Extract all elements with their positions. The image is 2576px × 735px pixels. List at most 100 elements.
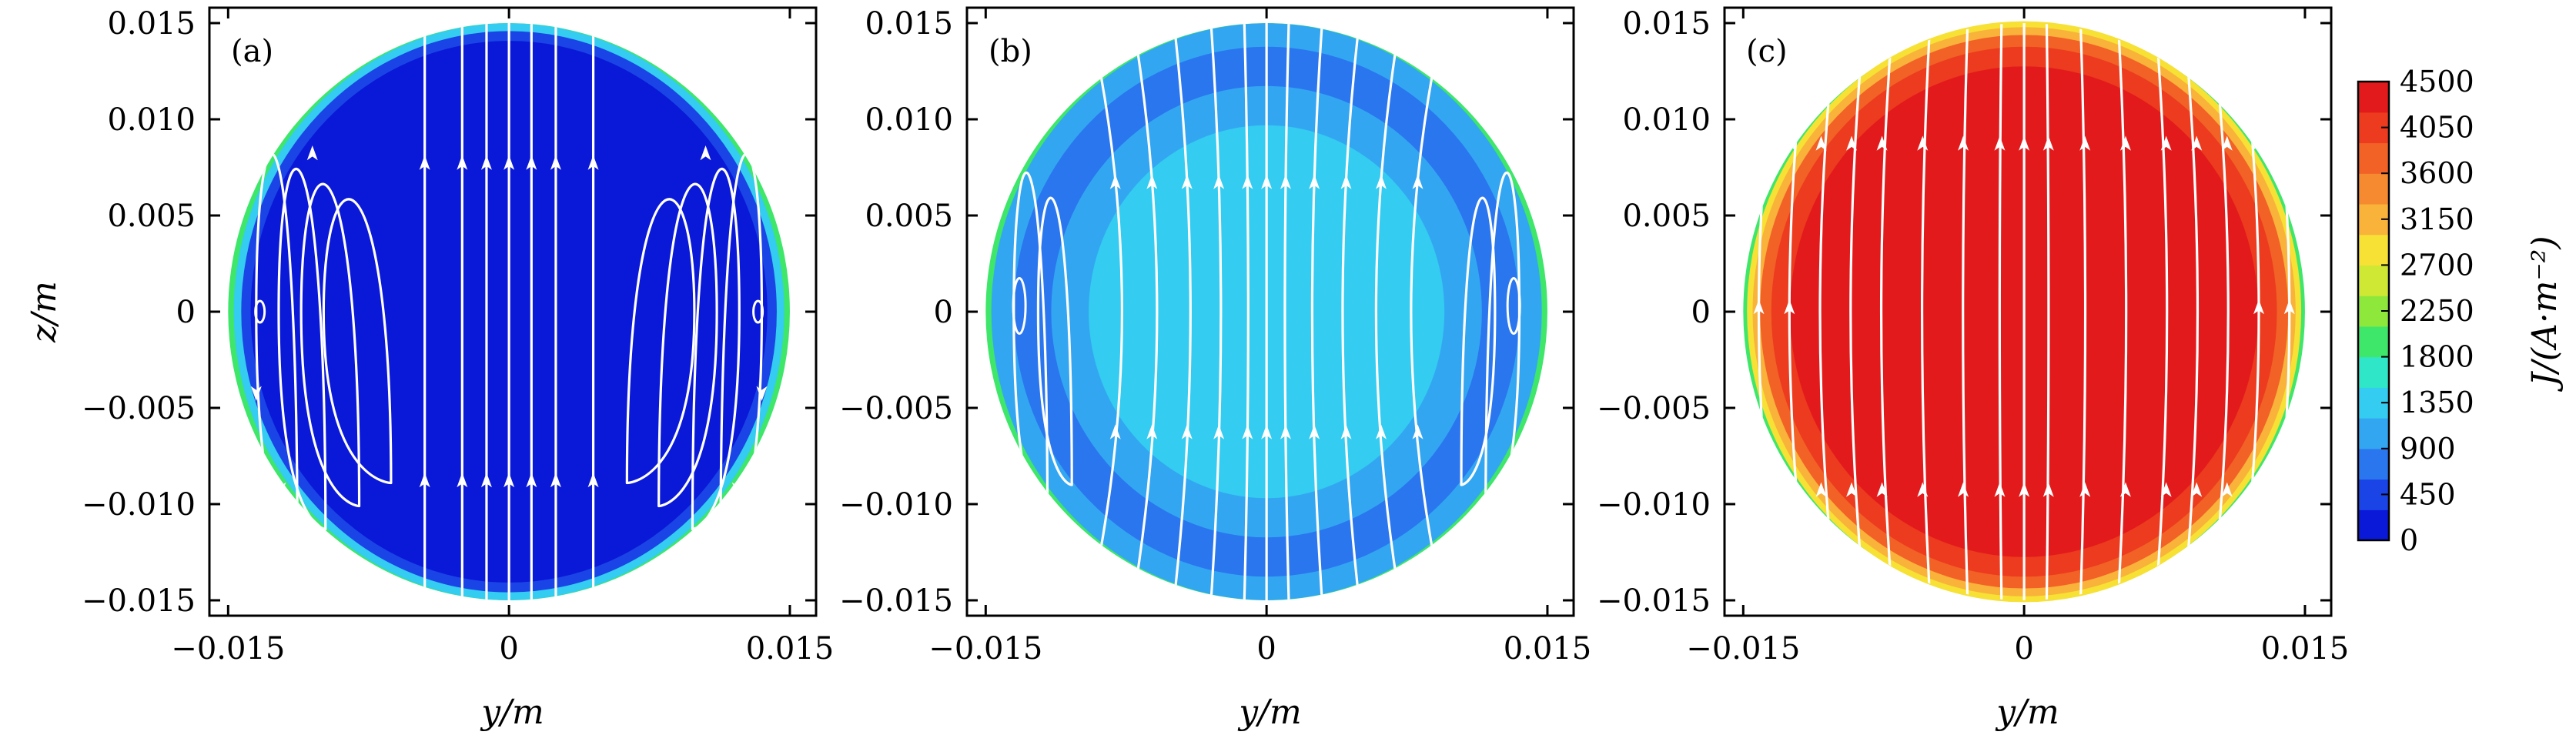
streamline-arrow xyxy=(2079,135,2091,151)
streamline-arrow xyxy=(1876,135,1888,151)
streamline-arrow xyxy=(2160,135,2172,151)
x-tick-label: 0 xyxy=(499,631,518,667)
streamline-arrow xyxy=(1242,174,1253,189)
streamline-arrow xyxy=(1213,424,1225,439)
streamline-arrow xyxy=(1261,174,1273,189)
colorbar-tick-label: 4050 xyxy=(2400,111,2474,145)
panel-c-ticks: −0.015 0 0.015 0.015 0.010 0.005 0 −0.005 −0.010… xyxy=(1597,6,2349,667)
streamline xyxy=(1460,196,1497,486)
y-tick-label: −0.010 xyxy=(1597,487,1711,523)
streamline-arrow xyxy=(756,386,768,401)
streamline-arrow xyxy=(1958,482,1969,497)
y-tick-label: 0.010 xyxy=(865,102,953,138)
y-tick-label: 0.015 xyxy=(865,6,953,42)
colorbar-tick-label: 450 xyxy=(2400,477,2456,511)
y-tick-label: 0 xyxy=(934,295,953,330)
streamline-arrow xyxy=(1146,424,1158,439)
panel-a-label: (a) xyxy=(231,34,273,69)
panel-a-ticks: −0.015 0 0.015 0.015 0.010 0.005 0 −0.005 −0.010… xyxy=(82,6,834,667)
y-tick-label: −0.015 xyxy=(839,583,953,619)
streamline xyxy=(322,198,393,485)
streamline-arrow xyxy=(1261,424,1273,439)
streamline-arrow xyxy=(2221,482,2233,497)
vortex-core xyxy=(1012,277,1027,335)
vortex-core xyxy=(752,299,764,324)
streamline-arrow xyxy=(1309,174,1320,189)
streamline xyxy=(657,182,718,508)
colorbar-band xyxy=(2358,356,2389,388)
y-tick-label: −0.015 xyxy=(1597,583,1711,619)
y-tick-label: −0.010 xyxy=(82,487,196,523)
streamline xyxy=(1998,23,2003,600)
y-tick-label: 0.015 xyxy=(1622,6,1711,42)
y-tick-label: 0.010 xyxy=(1622,102,1711,138)
y-tick-label: 0.005 xyxy=(107,199,196,234)
streamline-arrow xyxy=(419,155,430,170)
streamline-arrow xyxy=(1412,174,1423,189)
streamline-arrow xyxy=(2283,299,2295,315)
panel-b-xlabel: y/m xyxy=(1237,693,1301,732)
streamline xyxy=(2153,23,2169,600)
streamline xyxy=(1310,23,1324,600)
streamline xyxy=(1374,23,1403,600)
streamline-arrow xyxy=(1755,482,1766,497)
streamline-arrow xyxy=(587,155,599,170)
panel-b-label: (b) xyxy=(989,34,1032,69)
colorbar-tick-label: 3600 xyxy=(2400,156,2474,190)
streamline-arrow xyxy=(1846,482,1858,497)
streamline-arrow xyxy=(1242,424,1253,439)
streamline-arrow xyxy=(503,473,515,488)
streamline-arrow xyxy=(2191,135,2203,151)
streamline-arrow xyxy=(2079,482,2091,497)
y-tick-label: 0.005 xyxy=(1622,199,1711,234)
streamline xyxy=(1849,23,1867,600)
y-tick-label: 0.015 xyxy=(107,6,196,42)
streamline xyxy=(1130,23,1159,600)
colorbar-tick-label: 3150 xyxy=(2400,202,2474,236)
streamline-arrow xyxy=(1994,482,2006,497)
streamline-arrow xyxy=(2282,135,2293,151)
x-tick-label: −0.015 xyxy=(928,631,1042,667)
x-tick-label: 0 xyxy=(1256,631,1276,667)
streamline-arrow xyxy=(2019,482,2030,497)
streamline xyxy=(1920,23,1932,600)
panel-a-xlabel: y/m xyxy=(480,693,544,732)
colorbar-band xyxy=(2358,82,2389,113)
colorbar-tick-label: 4500 xyxy=(2400,65,2474,99)
streamline-arrow xyxy=(1412,424,1423,439)
colorbar-band xyxy=(2358,265,2389,296)
streamline xyxy=(2045,23,2050,600)
streamline-arrow xyxy=(457,473,468,488)
x-tick-label: 0.015 xyxy=(1504,631,1592,667)
streamline-arrow xyxy=(2221,135,2233,151)
streamline xyxy=(1962,23,1969,600)
colorbar-band xyxy=(2358,142,2389,174)
streamline-arrow xyxy=(1280,174,1291,189)
vortex-core xyxy=(254,299,266,324)
x-tick-label: 0.015 xyxy=(2261,631,2350,667)
streamline xyxy=(2079,23,2087,600)
streamline-arrow xyxy=(587,473,599,488)
y-tick-label: 0 xyxy=(1691,295,1711,330)
colorbar-tick-label: 900 xyxy=(2400,432,2456,466)
streamline xyxy=(299,182,361,508)
streamline-arrow xyxy=(700,145,711,161)
panel-b: −0.015 0 0.015 0.015 0.010 0.005 0 −0.005 −0.010… xyxy=(839,6,1591,732)
streamline-arrow xyxy=(1994,135,2006,151)
streamline-arrow xyxy=(1375,424,1387,439)
y-tick-label: −0.015 xyxy=(82,583,196,619)
panel-a-ylabel: z/m xyxy=(25,281,64,343)
streamline-arrow xyxy=(2019,135,2030,151)
streamline-arrow xyxy=(275,482,286,497)
streamline xyxy=(1036,196,1073,486)
streamline-arrow xyxy=(1340,174,1352,189)
streamline-arrow xyxy=(1784,299,1795,315)
colorbar-band xyxy=(2358,234,2389,266)
colorbar: 450040503600315027002250180013509004500 … xyxy=(2357,65,2564,557)
colorbar-tick-label: 2700 xyxy=(2400,248,2474,282)
streamline xyxy=(2182,23,2200,600)
streamline-arrow xyxy=(1755,135,1766,151)
y-tick-label: −0.010 xyxy=(839,487,953,523)
colorbar-tick-label: 2250 xyxy=(2400,294,2474,328)
